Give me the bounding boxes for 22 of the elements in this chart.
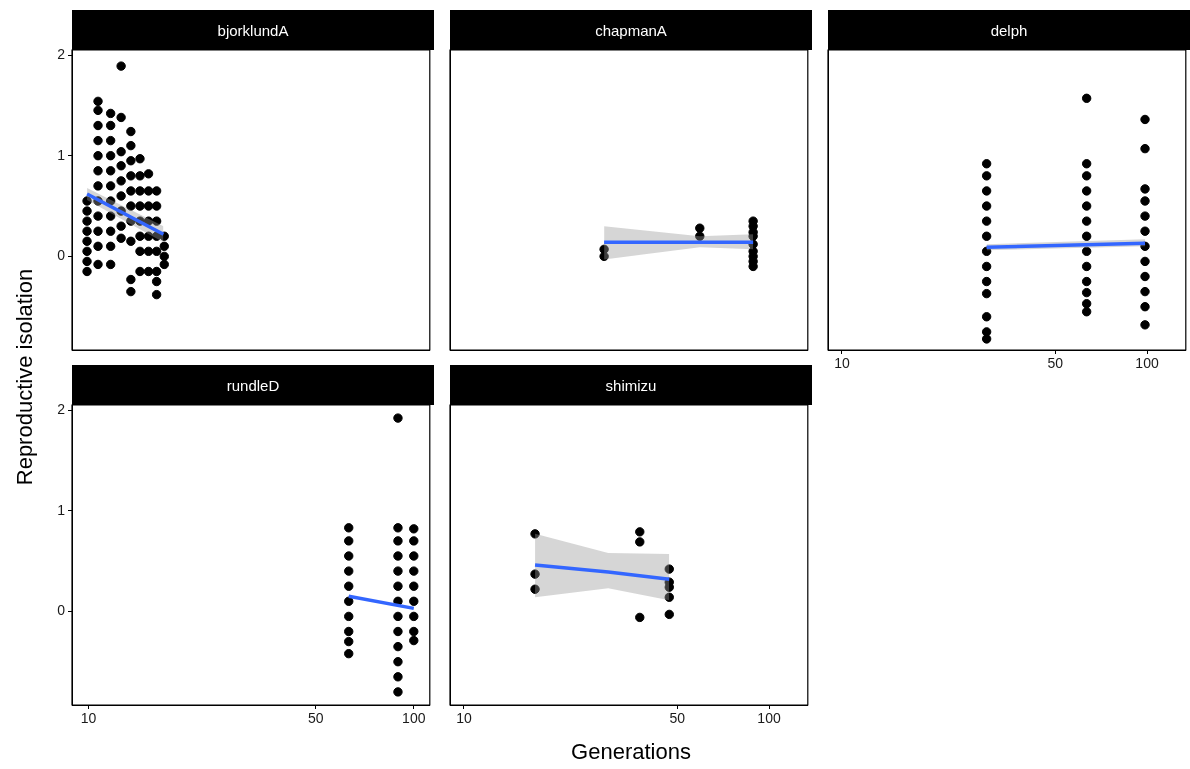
chart-title: delph — [828, 10, 1190, 50]
x-tick-label: 100 — [757, 710, 781, 727]
x-tick-label: 50 — [669, 710, 686, 727]
y-tick-label: 0 — [57, 247, 66, 264]
y-tick-label: 0 — [57, 602, 66, 619]
y-tick-label: 2 — [57, 45, 66, 62]
y-tick-label: 1 — [57, 501, 66, 518]
x-tick-label: 10 — [456, 710, 472, 727]
x-axis-title: Generations — [571, 739, 691, 765]
x-tick-label: 100 — [402, 710, 426, 727]
x-tick-label: 10 — [80, 710, 97, 727]
chart-title: rundleD — [72, 365, 434, 405]
chart-title: shimizu — [450, 365, 812, 405]
chart-title: bjorklundA — [72, 10, 434, 50]
x-tick-label: 50 — [1047, 355, 1064, 372]
x-tick-label: 100 — [1135, 355, 1159, 372]
y-axis-title: Reproductive isolation — [12, 268, 38, 486]
y-tick-label: 2 — [57, 400, 66, 417]
y-tick-label: 1 — [57, 146, 66, 163]
chart-title: chapmanA — [450, 10, 812, 50]
x-tick-label: 10 — [834, 355, 850, 372]
x-tick-label: 50 — [308, 710, 324, 727]
